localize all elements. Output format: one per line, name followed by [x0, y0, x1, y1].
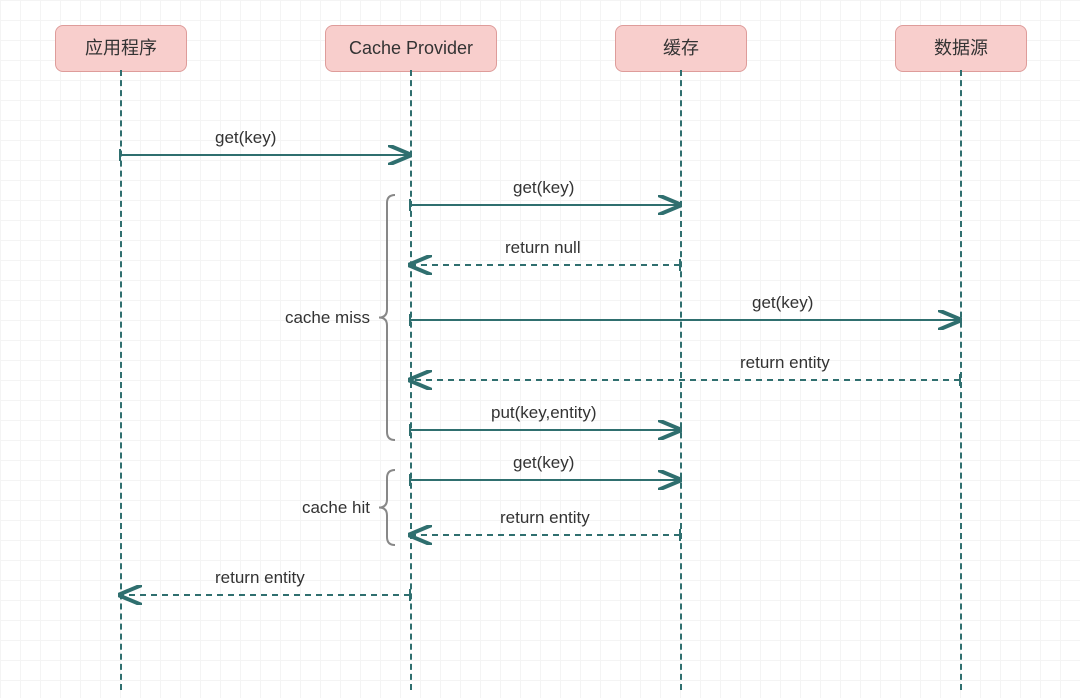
msg-label-put: put(key,entity) [491, 403, 597, 423]
diagram-canvas: 应用程序 Cache Provider 缓存 数据源 get(key) get(… [0, 0, 1080, 698]
brace-label-cache-miss: cache miss [240, 308, 370, 328]
msg-label-get-key-2: get(key) [513, 178, 574, 198]
msg-label-return-entity-2: return entity [500, 508, 590, 528]
arrows-layer [0, 0, 1080, 698]
msg-label-get-key-4: get(key) [513, 453, 574, 473]
msg-label-return-entity-1: return entity [740, 353, 830, 373]
msg-label-return-null: return null [505, 238, 581, 258]
msg-label-return-entity-3: return entity [215, 568, 305, 588]
brace-label-cache-hit: cache hit [240, 498, 370, 518]
msg-label-get-key-1: get(key) [215, 128, 276, 148]
msg-label-get-key-3: get(key) [752, 293, 813, 313]
